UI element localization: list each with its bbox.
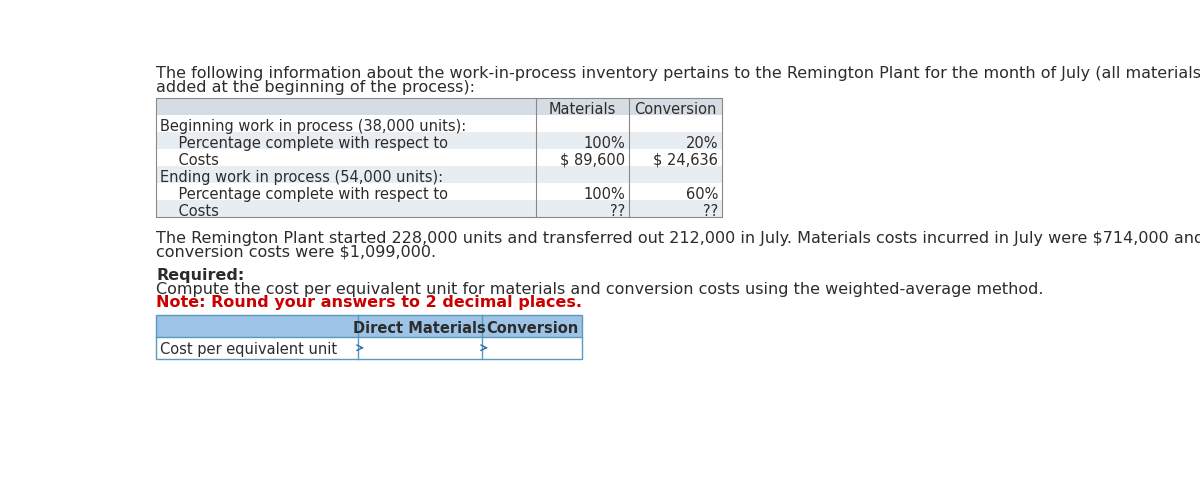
Text: $ 24,636: $ 24,636 — [653, 153, 718, 168]
Text: Conversion: Conversion — [486, 321, 578, 336]
Text: 100%: 100% — [583, 187, 625, 202]
Text: Beginning work in process (38,000 units):: Beginning work in process (38,000 units)… — [160, 119, 467, 134]
Text: $ 89,600: $ 89,600 — [560, 153, 625, 168]
Text: Direct Materials: Direct Materials — [353, 321, 486, 336]
Bar — [156, 315, 582, 337]
Bar — [156, 166, 722, 183]
Text: Ending work in process (54,000 units):: Ending work in process (54,000 units): — [160, 170, 443, 185]
Bar — [156, 315, 582, 359]
Bar — [156, 183, 722, 200]
Text: conversion costs were $1,099,000.: conversion costs were $1,099,000. — [156, 245, 437, 259]
Text: added at the beginning of the process):: added at the beginning of the process): — [156, 80, 475, 95]
Bar — [156, 98, 722, 217]
Text: 100%: 100% — [583, 136, 625, 151]
Text: Percentage complete with respect to: Percentage complete with respect to — [160, 187, 448, 202]
Text: Percentage complete with respect to: Percentage complete with respect to — [160, 136, 448, 151]
Text: 60%: 60% — [685, 187, 718, 202]
Text: 20%: 20% — [685, 136, 718, 151]
Text: ??: ?? — [703, 204, 718, 219]
Text: Costs: Costs — [160, 204, 218, 219]
Text: Note: Round your answers to 2 decimal places.: Note: Round your answers to 2 decimal pl… — [156, 295, 582, 310]
Bar — [156, 98, 722, 115]
Text: Compute the cost per equivalent unit for materials and conversion costs using th: Compute the cost per equivalent unit for… — [156, 281, 1044, 296]
Text: Costs: Costs — [160, 153, 218, 168]
Text: ??: ?? — [610, 204, 625, 219]
Text: Cost per equivalent unit: Cost per equivalent unit — [160, 342, 337, 358]
Bar — [156, 200, 722, 217]
Text: Materials: Materials — [548, 102, 616, 117]
Text: Required:: Required: — [156, 267, 245, 283]
Bar — [156, 132, 722, 149]
Text: The Remington Plant started 228,000 units and transferred out 212,000 in July. M: The Remington Plant started 228,000 unit… — [156, 231, 1200, 246]
Bar — [156, 149, 722, 166]
Text: Conversion: Conversion — [635, 102, 716, 117]
Text: The following information about the work-in-process inventory pertains to the Re: The following information about the work… — [156, 66, 1200, 81]
Bar — [156, 337, 582, 359]
Bar — [156, 115, 722, 132]
